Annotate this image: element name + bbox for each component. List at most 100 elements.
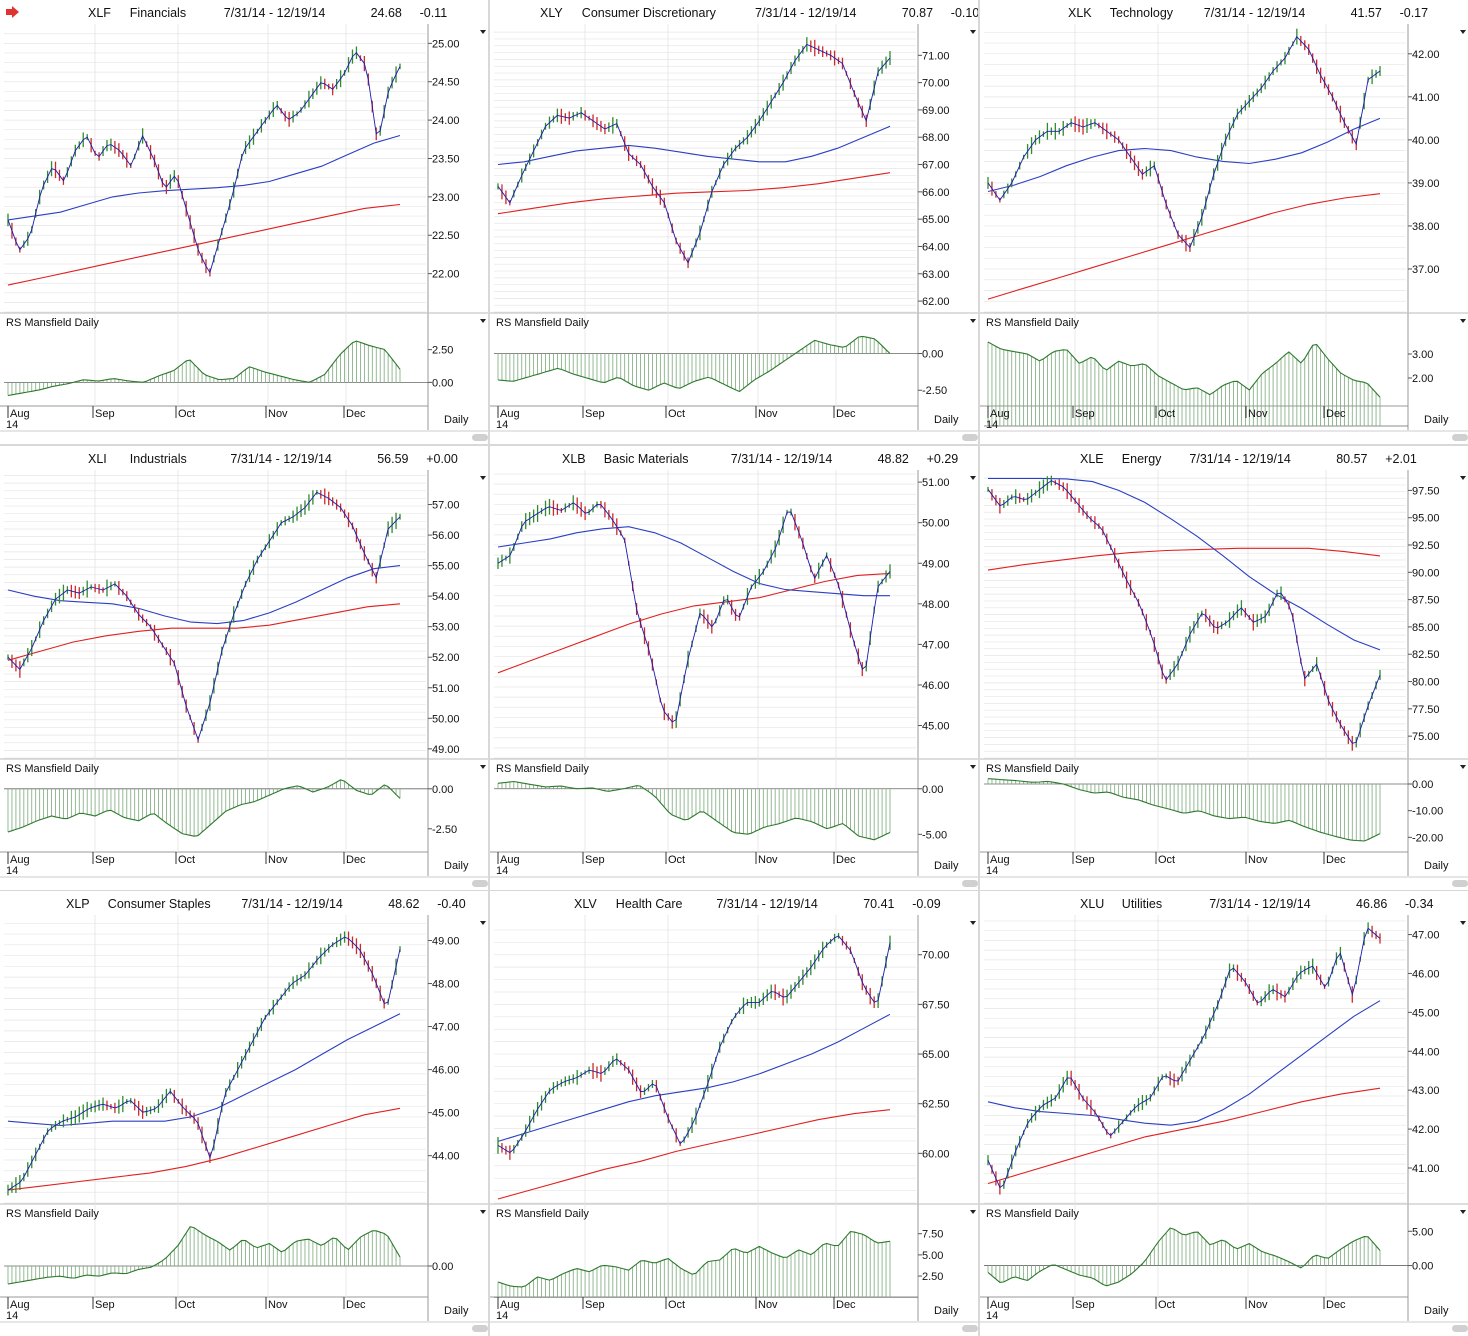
price-tick-label: 53.00 (432, 622, 460, 634)
price-tick-label: 48.00 (432, 979, 460, 991)
month-label: Nov (268, 854, 288, 866)
chevron-down-icon[interactable] (480, 765, 486, 769)
chart-svg: XLF Financials 7/31/14 - 12/19/14 24.68 -0.1… (0, 6, 488, 441)
chart-panel-xli[interactable]: XLI Industrials 7/31/14 - 12/19/14 56.59 +0.… (0, 446, 488, 890)
price-change: -0.11 (420, 6, 448, 20)
chevron-down-icon[interactable] (1460, 921, 1466, 925)
price-tick-label: 63.00 (922, 269, 950, 281)
chevron-down-icon[interactable] (970, 921, 976, 925)
chart-panel-xlk[interactable]: XLK Technology 7/31/14 - 12/19/14 41.57 -0.1… (980, 0, 1468, 444)
date-range: 7/31/14 - 12/19/14 (241, 897, 343, 911)
chevron-down-icon[interactable] (1460, 765, 1466, 769)
rs-panel-label: RS Mansfield Daily (986, 763, 1079, 775)
rs-tick-label: 3.00 (1412, 349, 1433, 361)
chevron-down-icon[interactable] (1460, 319, 1466, 323)
chevron-down-icon[interactable] (480, 30, 486, 34)
price-tick-label: 97.50 (1412, 485, 1440, 497)
price-tick-label: 75.00 (1412, 731, 1440, 743)
scrollbar-handle[interactable] (472, 880, 488, 887)
price-axis: 37.00 38.00 39.00 40.00 41.00 42.00 (1408, 49, 1440, 276)
chevron-down-icon[interactable] (970, 765, 976, 769)
price-tick-label: 24.50 (432, 77, 460, 89)
chevron-down-icon[interactable] (970, 1210, 976, 1214)
price-change: -0.34 (1405, 897, 1434, 911)
chart-panel-xlv[interactable]: XLV Health Care 7/31/14 - 12/19/14 70.41 -0.… (490, 891, 978, 1335)
chart-panel-xlu[interactable]: XLU Utilities 7/31/14 - 12/19/14 46.86 -0.34… (980, 891, 1468, 1335)
scrollbar-handle[interactable] (1452, 880, 1468, 887)
rs-line (987, 341, 1381, 398)
month-label: Aug (990, 408, 1010, 420)
close-line (497, 43, 891, 264)
month-label: Oct (178, 1299, 195, 1311)
price-tick-label: 47.00 (1412, 930, 1440, 942)
chart-panel-xlb[interactable]: XLB Basic Materials 7/31/14 - 12/19/14 48.8… (490, 446, 978, 890)
scrollbar-handle[interactable] (962, 434, 978, 441)
scrollbar-handle[interactable] (1452, 1325, 1468, 1332)
time-axis: Aug Sep Oct Nov Dec 14 (496, 406, 856, 431)
price-bars (497, 37, 891, 269)
month-label: Oct (1158, 854, 1175, 866)
red-arrow-icon[interactable] (6, 6, 19, 18)
moving-average-50 (497, 1013, 891, 1142)
chevron-down-icon[interactable] (480, 1210, 486, 1214)
scrollbar-handle[interactable] (962, 1325, 978, 1332)
chevron-down-icon[interactable] (970, 476, 976, 480)
ticker-symbol: XLU (1080, 897, 1104, 911)
chart-panel-xlp[interactable]: XLP Consumer Staples 7/31/14 - 12/19/14 48.… (0, 891, 488, 1335)
chevron-down-icon[interactable] (480, 921, 486, 925)
chevron-down-icon[interactable] (480, 319, 486, 323)
column-divider (978, 0, 980, 1336)
month-label: Oct (668, 854, 685, 866)
month-label: Nov (268, 1299, 288, 1311)
chart-svg: XLE Energy 7/31/14 - 12/19/14 80.57 +2.01 75.… (980, 452, 1468, 887)
year-label: 14 (496, 419, 508, 431)
month-label: Nov (268, 408, 288, 420)
chart-svg: XLY Consumer Discretionary 7/31/14 - 12/19… (490, 6, 978, 441)
chevron-down-icon[interactable] (480, 476, 486, 480)
date-range: 7/31/14 - 12/19/14 (716, 897, 818, 911)
price-gridlines (984, 470, 1406, 852)
year-label: 14 (6, 865, 18, 877)
chevron-down-icon[interactable] (1460, 30, 1466, 34)
month-label: Oct (668, 1299, 685, 1311)
chevron-down-icon[interactable] (1460, 1210, 1466, 1214)
price-tick-label: 52.00 (432, 652, 460, 664)
chevron-down-icon[interactable] (1460, 476, 1466, 480)
price-tick-label: 68.00 (922, 132, 950, 144)
rs-tick-label: 2.50 (922, 1271, 943, 1283)
period-label: Daily (934, 860, 959, 872)
ticker-symbol: XLB (562, 452, 586, 466)
date-range: 7/31/14 - 12/19/14 (1209, 897, 1311, 911)
period-label: Daily (934, 1305, 959, 1317)
scrollbar-handle[interactable] (1452, 434, 1468, 441)
moving-average-200 (497, 172, 891, 215)
scrollbar-handle[interactable] (962, 880, 978, 887)
chart-panel-xly[interactable]: XLY Consumer Discretionary 7/31/14 - 12/19… (490, 0, 978, 444)
year-label: 14 (496, 1310, 508, 1322)
price-axis: 22.00 22.50 23.00 23.50 24.00 24.50 25.00 (428, 38, 460, 281)
time-axis: Aug Sep Oct Nov Dec 14 (986, 852, 1346, 877)
last-price: 70.87 (902, 6, 933, 20)
price-tick-label: 48.00 (922, 599, 950, 611)
scrollbar-handle[interactable] (472, 1325, 488, 1332)
scrollbar-handle[interactable] (472, 434, 488, 441)
price-tick-label: 51.00 (432, 683, 460, 695)
price-tick-label: 64.00 (922, 241, 950, 253)
price-change: +0.29 (927, 452, 959, 466)
chart-panel-xlf[interactable]: XLF Financials 7/31/14 - 12/19/14 24.68 -0.1… (0, 0, 488, 444)
rs-axis: 0.00 2.50 (428, 345, 453, 389)
rs-axis: -20.00 -10.00 0.00 (1408, 779, 1443, 844)
month-label: Oct (178, 408, 195, 420)
month-label: Dec (836, 854, 856, 866)
chevron-down-icon[interactable] (970, 319, 976, 323)
rs-line (497, 335, 891, 393)
price-tick-label: 43.00 (1412, 1085, 1440, 1097)
price-tick-label: 41.00 (1412, 1163, 1440, 1175)
month-label: Dec (346, 854, 366, 866)
rs-histogram (7, 341, 401, 396)
rs-histogram (987, 1228, 1381, 1286)
sector-name: Utilities (1122, 897, 1162, 911)
chart-panel-xle[interactable]: XLE Energy 7/31/14 - 12/19/14 80.57 +2.01 75.… (980, 446, 1468, 890)
chevron-down-icon[interactable] (970, 30, 976, 34)
period-label: Daily (934, 414, 959, 426)
